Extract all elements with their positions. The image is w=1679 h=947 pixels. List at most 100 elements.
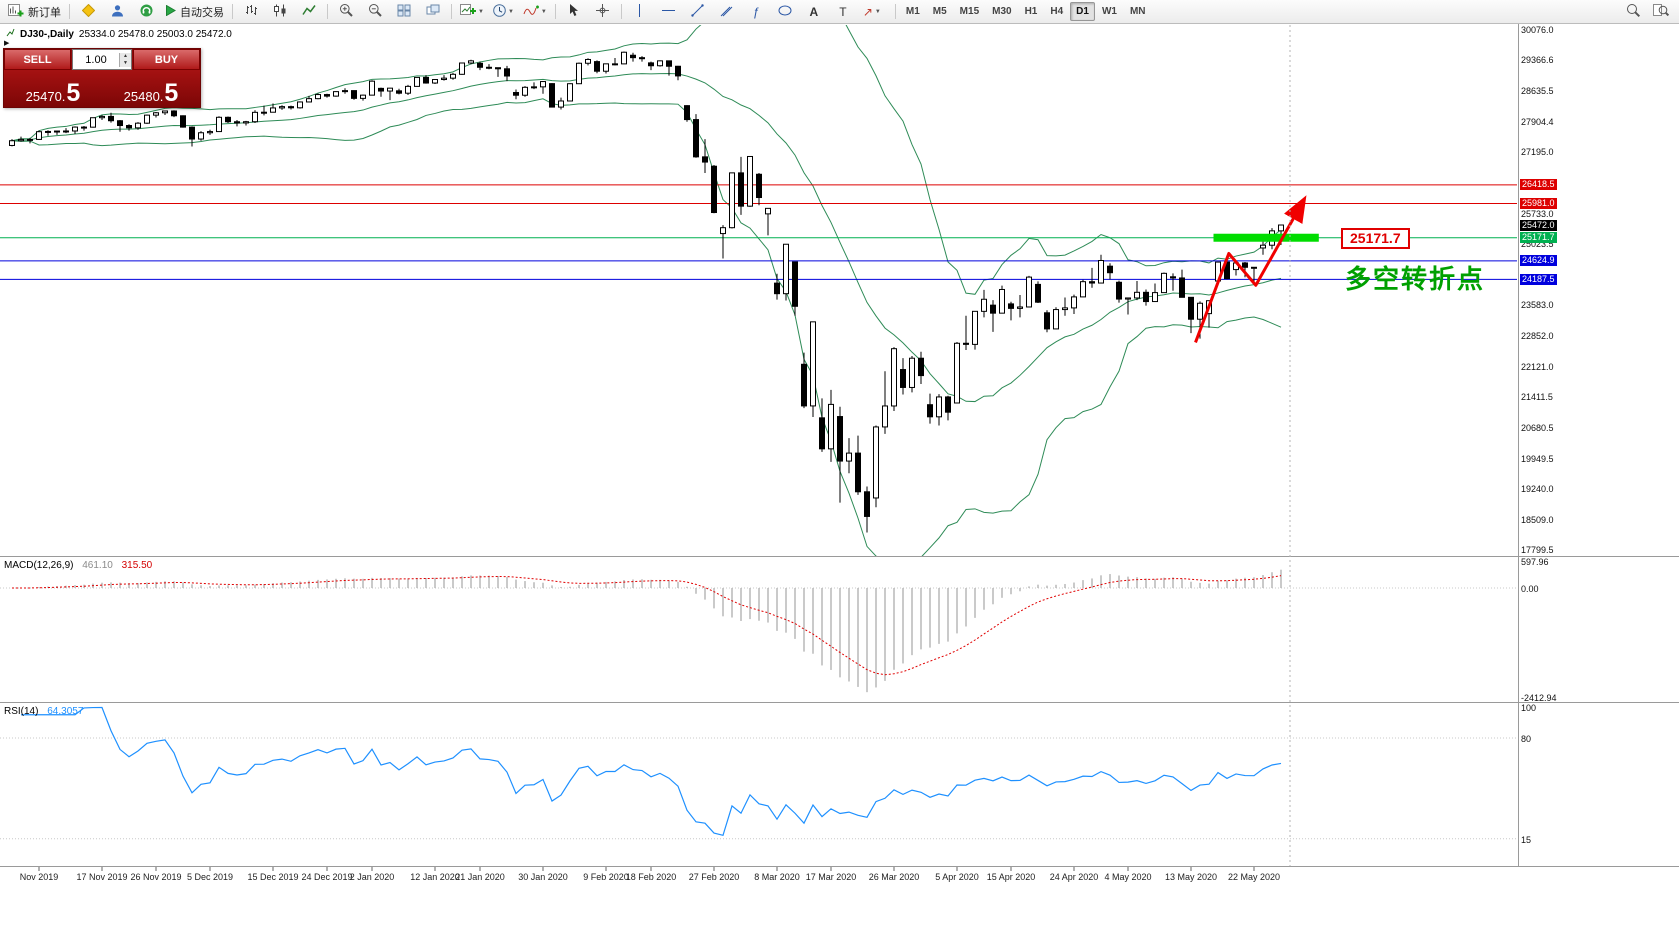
candle-body <box>990 304 996 314</box>
timeframe-button-mn[interactable]: MN <box>1129 6 1146 17</box>
line-chart-button[interactable] <box>295 1 323 23</box>
candle-body <box>738 172 744 207</box>
candle-body <box>72 126 78 132</box>
candle-body <box>981 298 987 312</box>
sell-price[interactable]: 25470. 5 <box>4 70 102 107</box>
chevron-down-icon: ▼ <box>540 8 547 15</box>
candle-body <box>315 94 321 100</box>
zoom-in-button[interactable] <box>332 1 360 23</box>
fibonacci-icon: ƒ <box>752 4 760 19</box>
candle-body <box>117 120 123 127</box>
text-icon: A <box>809 4 819 19</box>
candle-body <box>423 76 429 84</box>
profiles-button[interactable]: ▼ <box>489 1 518 23</box>
volume-stepper[interactable]: 1.00 ▲ ▼ <box>72 49 132 70</box>
crosshair-button[interactable] <box>589 1 617 23</box>
candle-body <box>648 62 654 67</box>
candle-body <box>531 86 537 89</box>
vertical-line-icon <box>635 3 644 20</box>
candle-body <box>1044 312 1050 330</box>
timeframe-button-m30[interactable]: M30 <box>992 6 1012 17</box>
timeframe-button-m1[interactable]: M1 <box>905 6 920 17</box>
market-button[interactable] <box>132 1 160 23</box>
candle-body <box>36 131 42 140</box>
indicators-button[interactable]: ▼ <box>519 1 551 23</box>
candle-body <box>1197 302 1203 320</box>
main-chart-layer[interactable] <box>0 0 1518 565</box>
text-label-button[interactable]: T <box>829 1 857 23</box>
turning-point-note: 多空转折点 <box>1345 264 1486 294</box>
candle-body <box>459 62 465 75</box>
trend-arrow[interactable] <box>1194 195 1307 343</box>
cascade-windows-button[interactable] <box>419 1 447 23</box>
arrows-button[interactable]: ↗ ▼ <box>858 1 886 23</box>
candle-body <box>945 396 951 413</box>
rsi-line <box>21 706 1282 837</box>
candle-body <box>1251 266 1257 269</box>
sell-price-big-digit: 5 <box>66 79 81 107</box>
spin-up-icon[interactable]: ▲ <box>120 52 131 60</box>
candle-body <box>936 396 942 418</box>
bar-chart-button[interactable] <box>237 1 265 23</box>
macd-layer <box>0 569 1517 693</box>
text-button[interactable]: A <box>800 1 828 23</box>
candle-body <box>1170 276 1176 279</box>
timeframe-button-m5[interactable]: M5 <box>932 6 947 17</box>
horizontal-line-button[interactable] <box>655 1 683 23</box>
autotrade-button[interactable]: 自动交易 <box>161 1 228 23</box>
symbol-search-button[interactable] <box>1647 1 1675 23</box>
buy-price-main: 25480. <box>123 89 164 104</box>
timeframe-button-m15[interactable]: M15 <box>959 6 980 17</box>
rsi-value: 64.3057 <box>47 706 84 717</box>
timeframe-button-h4[interactable]: H4 <box>1050 6 1064 17</box>
one-click-collapse-icon[interactable]: ▶ <box>4 40 10 47</box>
candle-body <box>729 172 735 229</box>
search-button[interactable] <box>1619 1 1647 23</box>
vertical-line-button[interactable] <box>626 1 654 23</box>
candlestick-chart-button[interactable] <box>266 1 294 23</box>
volume-value[interactable]: 1.00 <box>85 53 107 66</box>
support-level-price-label[interactable]: 25171.7 <box>1341 228 1410 249</box>
buy-price[interactable]: 25480. 5 <box>102 70 200 107</box>
candle-body <box>1134 291 1140 299</box>
macd-name: MACD(12,26,9) <box>4 560 74 571</box>
candle-body <box>657 60 663 67</box>
candle-body <box>621 51 627 65</box>
new-chart-button[interactable]: ▼ <box>456 1 488 23</box>
toolbar-separator <box>554 4 556 19</box>
candle-body <box>1152 292 1158 303</box>
trendline-button[interactable] <box>684 1 712 23</box>
candle-body <box>486 66 492 69</box>
candle-body <box>396 90 402 94</box>
candle-body <box>360 94 366 99</box>
timeframe-button-d1[interactable]: D1 <box>1070 2 1095 21</box>
tile-windows-icon <box>397 4 411 20</box>
headset-icon <box>140 4 153 20</box>
channel-button[interactable] <box>713 1 741 23</box>
volume-spin-buttons[interactable]: ▲ ▼ <box>119 52 131 67</box>
timeframe-button-w1[interactable]: W1 <box>1101 6 1117 17</box>
toolbar-separator <box>620 4 622 19</box>
buy-button[interactable]: BUY <box>133 49 200 70</box>
candle-body <box>135 122 141 129</box>
candle-body <box>837 416 843 462</box>
shapes-button[interactable] <box>771 1 799 23</box>
zoom-out-button[interactable] <box>361 1 389 23</box>
spin-down-icon[interactable]: ▼ <box>120 59 131 67</box>
chart-symbol-period: DJ30-,Daily <box>20 28 74 40</box>
timeframe-button-h1[interactable]: H1 <box>1024 6 1038 17</box>
community-button[interactable] <box>74 1 102 23</box>
rsi-panel-title: RSI(14) 64.3057 <box>4 706 83 717</box>
candlestick-icon <box>273 4 287 20</box>
candle-body <box>585 58 591 64</box>
profile-button[interactable] <box>103 1 131 23</box>
candle-body <box>1278 224 1284 232</box>
autotrade-label: 自动交易 <box>180 6 224 19</box>
support-level-bar[interactable] <box>1213 233 1319 242</box>
new-order-button[interactable]: 新订单 <box>4 1 65 23</box>
sell-button[interactable]: SELL <box>4 49 71 70</box>
fibonacci-button[interactable]: ƒ <box>742 1 770 23</box>
tile-windows-button[interactable] <box>390 1 418 23</box>
cursor-button[interactable] <box>560 1 588 23</box>
